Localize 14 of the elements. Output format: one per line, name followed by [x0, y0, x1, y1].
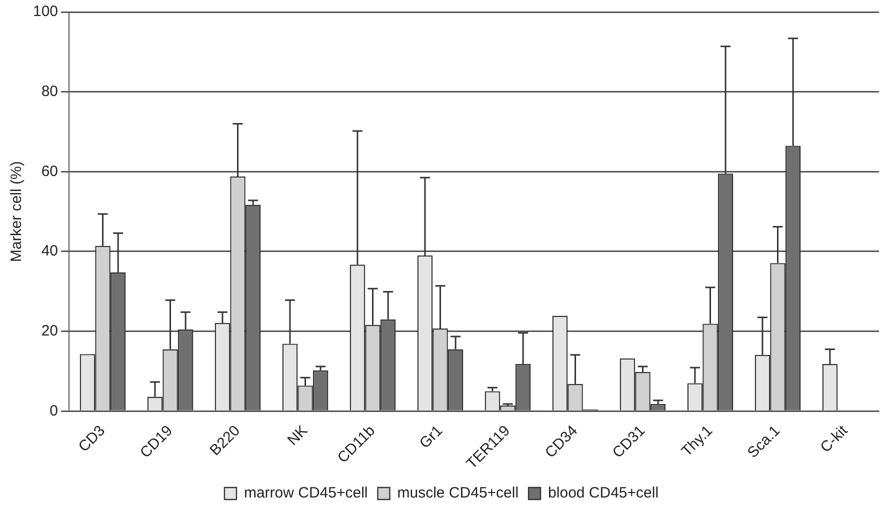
x-tick-label: C-kit [817, 422, 852, 456]
legend-label: blood CD45+cell [548, 484, 659, 502]
y-tick-label: 0 [50, 402, 58, 420]
x-tick-label: Gr1 [416, 422, 446, 452]
y-tick-label: 40 [41, 242, 58, 260]
y-axis-title: Marker cell (%) [8, 161, 26, 262]
legend-label: muscle CD45+cell [397, 484, 519, 502]
y-tick-label: 20 [41, 322, 58, 340]
y-tick-label: 60 [41, 162, 58, 180]
y-tick-label: 100 [32, 3, 58, 20]
legend-label: marrow CD45+cell [244, 484, 368, 502]
x-tick-label: NK [284, 422, 312, 450]
x-tick-label: CD3 [75, 422, 109, 456]
y-tick-label: 80 [41, 82, 58, 100]
